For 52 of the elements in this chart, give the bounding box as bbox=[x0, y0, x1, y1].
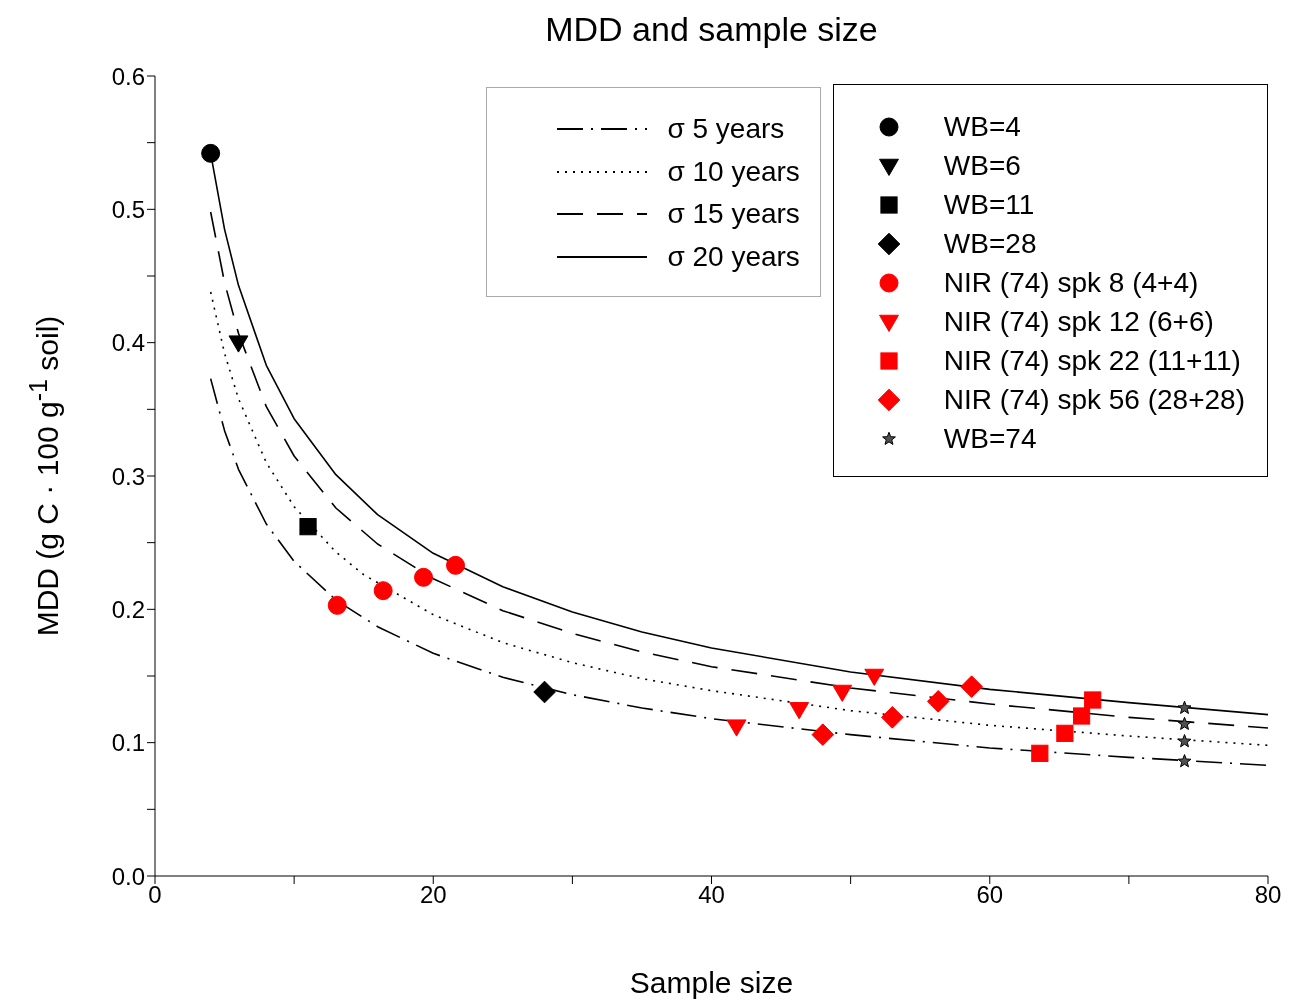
legend-label: WB=74 bbox=[943, 422, 1037, 455]
point bbox=[533, 680, 556, 704]
y-tick-label: 0.5 bbox=[111, 195, 145, 223]
legend-label: WB=4 bbox=[943, 110, 1021, 143]
line-series bbox=[209, 377, 1268, 767]
y-tick-label: 0.6 bbox=[111, 62, 145, 90]
legend-label: NIR (74) spk 22 (11+11) bbox=[943, 344, 1241, 377]
y-tick-label: 0.0 bbox=[111, 862, 145, 890]
legend-label: σ 20 years bbox=[667, 240, 800, 273]
legend-label: σ 5 years bbox=[667, 113, 785, 146]
legend-label: NIR (74) spk 56 (28+28) bbox=[943, 383, 1245, 416]
point bbox=[446, 555, 466, 575]
x-tick-label: 40 bbox=[698, 881, 725, 909]
point bbox=[1177, 700, 1192, 714]
y-tick-label: 0.4 bbox=[111, 329, 145, 357]
point bbox=[373, 581, 393, 601]
point bbox=[726, 719, 747, 737]
legend-label: WB=11 bbox=[943, 188, 1035, 221]
point bbox=[1084, 691, 1102, 709]
x-tick-label: 0 bbox=[148, 881, 162, 909]
legend-label: WB=6 bbox=[943, 149, 1021, 182]
y-tick-label: 0.3 bbox=[111, 462, 145, 490]
x-tick-label: 60 bbox=[976, 881, 1004, 909]
point bbox=[881, 706, 904, 729]
point bbox=[228, 335, 249, 353]
point bbox=[1177, 716, 1192, 730]
chart-title: MDD and sample size bbox=[544, 10, 879, 49]
legend-label: σ 10 years bbox=[667, 155, 800, 188]
point bbox=[960, 675, 983, 698]
legend-label: NIR (74) spk 8 (4+4) bbox=[943, 266, 1199, 299]
point bbox=[1056, 724, 1074, 742]
point bbox=[1177, 754, 1192, 768]
x-axis-title: Sample size bbox=[628, 966, 795, 1000]
legend-label: WB=28 bbox=[943, 227, 1037, 260]
point bbox=[1177, 734, 1192, 748]
y-tick-label: 0.1 bbox=[111, 729, 145, 757]
x-tick-label: 80 bbox=[1254, 881, 1282, 909]
point bbox=[864, 668, 885, 686]
legend-label: σ 15 years bbox=[667, 198, 800, 231]
point bbox=[926, 690, 950, 713]
point bbox=[789, 702, 810, 720]
point bbox=[414, 567, 434, 587]
point bbox=[327, 595, 347, 615]
legend-label: NIR (74) spk 12 (6+6) bbox=[943, 305, 1214, 338]
y-tick-label: 0.2 bbox=[111, 595, 145, 623]
x-tick-label: 20 bbox=[419, 881, 447, 909]
point bbox=[299, 518, 317, 536]
point bbox=[1072, 707, 1091, 725]
point bbox=[1031, 744, 1049, 762]
point bbox=[201, 143, 221, 163]
point bbox=[832, 684, 853, 702]
point bbox=[811, 723, 835, 746]
